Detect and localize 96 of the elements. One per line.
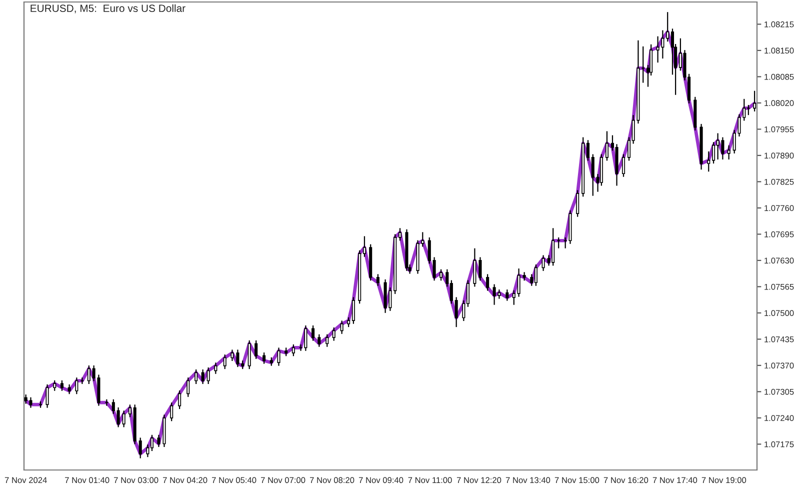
candlestick: [214, 362, 218, 374]
y-tick-label: 1.08150: [764, 48, 794, 54]
candlestick: [347, 316, 350, 328]
candlestick: [332, 326, 336, 342]
x-tick-label: 7 Nov 04:20: [163, 477, 208, 484]
x-tick-label: 7 Nov 07:00: [260, 477, 306, 484]
candlestick: [440, 268, 443, 282]
candlestick: [60, 380, 64, 392]
x-tick-label: 7 Nov 08:20: [310, 477, 354, 484]
y-tick-label: 1.07955: [764, 126, 794, 132]
candlestick: [605, 130, 608, 162]
candlestick: [478, 256, 482, 282]
candlestick: [506, 288, 509, 302]
x-tick-label: 7 Nov 03:00: [114, 477, 158, 484]
candlestick: [157, 434, 160, 448]
x-tick-label: 7 Nov 12:20: [456, 477, 502, 484]
candlestick: [591, 154, 594, 196]
y-tick-label: 1.07760: [764, 205, 794, 212]
candlestick: [557, 236, 560, 249]
candlestick: [277, 347, 280, 366]
y-tick-label: 1.07370: [764, 362, 794, 369]
candlestick: [666, 12, 670, 42]
candlestick: [753, 90, 756, 112]
y-tick-label: 1.07630: [764, 258, 794, 264]
candlestick: [576, 190, 580, 218]
candlestick: [340, 320, 344, 334]
y-tick-label: 1.08085: [764, 74, 794, 80]
x-tick-label: 7 Nov 13:40: [506, 477, 550, 484]
candlestick: [326, 334, 329, 348]
y-tick-label: 1.07305: [764, 388, 794, 395]
candlestick: [138, 437, 142, 459]
candlestick: [398, 228, 402, 242]
x-tick-label: 7 Nov 16:20: [604, 477, 648, 484]
candlestick: [236, 349, 240, 368]
candlestick: [68, 384, 71, 395]
candlestick: [454, 296, 458, 328]
candlestick: [432, 256, 436, 282]
candlestick: [230, 349, 234, 362]
candlestick: [318, 334, 321, 348]
y-tick-label: 1.07435: [764, 336, 794, 342]
candlestick: [712, 142, 716, 164]
y-tick-label: 1.08020: [764, 100, 794, 106]
candlestick: [352, 296, 355, 324]
x-tick-label: 7 Nov 2024: [4, 477, 47, 484]
candlestick: [201, 368, 204, 385]
candlestick: [112, 398, 115, 414]
y-tick-label: 1.07695: [764, 231, 794, 238]
candlestick: [46, 384, 49, 408]
x-tick-label: 7 Nov 19:00: [702, 477, 746, 484]
x-tick-label: 7 Nov 11:00: [408, 477, 452, 484]
candlestick: [312, 324, 315, 342]
x-tick-label: 7 Nov 15:00: [554, 477, 600, 484]
candlestick: [473, 248, 476, 288]
candlestick: [517, 268, 520, 298]
candlestick: [116, 406, 120, 428]
candlestick: [727, 144, 730, 160]
candlestick: [186, 376, 190, 398]
candlestick: [53, 380, 56, 392]
candlestick: [746, 104, 750, 116]
candlestick: [223, 354, 226, 370]
candlestick: [128, 404, 132, 418]
candlestick: [552, 228, 555, 266]
y-tick-label: 1.07500: [764, 310, 794, 316]
candlestick: [292, 344, 295, 357]
x-tick-label: 7 Nov 05:40: [212, 477, 256, 484]
candlestick: [75, 376, 78, 395]
candlestick: [178, 390, 182, 410]
candlestick: [170, 402, 174, 422]
y-tick-label: 1.08215: [764, 21, 794, 28]
candlestick: [622, 154, 626, 178]
candlestick: [254, 340, 258, 360]
x-tick-label: 7 Nov 09:40: [358, 477, 404, 484]
candlestick: [542, 254, 545, 272]
y-tick-label: 1.07890: [764, 152, 794, 159]
candlestick: [206, 366, 210, 385]
candlestick: [534, 264, 538, 286]
candlestick: [362, 236, 366, 258]
x-tick-label: 7 Nov 01:40: [65, 477, 110, 484]
y-tick-label: 1.07240: [764, 415, 794, 422]
candlestick: [122, 410, 126, 428]
candlestick: [707, 150, 710, 172]
x-tick-label: 7 Nov 17:40: [652, 477, 698, 484]
y-tick-label: 1.07175: [764, 441, 794, 448]
candlestick: [262, 352, 266, 364]
candlestick: [248, 340, 251, 370]
candlestick: [512, 290, 516, 306]
candlestick: [194, 368, 198, 385]
y-tick-label: 1.07825: [764, 178, 794, 185]
candlestick: [376, 274, 380, 286]
candlestick: [586, 140, 590, 162]
candlestick: [428, 236, 431, 264]
candlestick: [87, 364, 90, 385]
y-tick-label: 1.07565: [764, 284, 794, 290]
candlestick: [150, 434, 154, 452]
candlestick: [486, 274, 490, 292]
chart-title: EURUSD, M5: Euro vs US Dollar: [30, 4, 186, 14]
